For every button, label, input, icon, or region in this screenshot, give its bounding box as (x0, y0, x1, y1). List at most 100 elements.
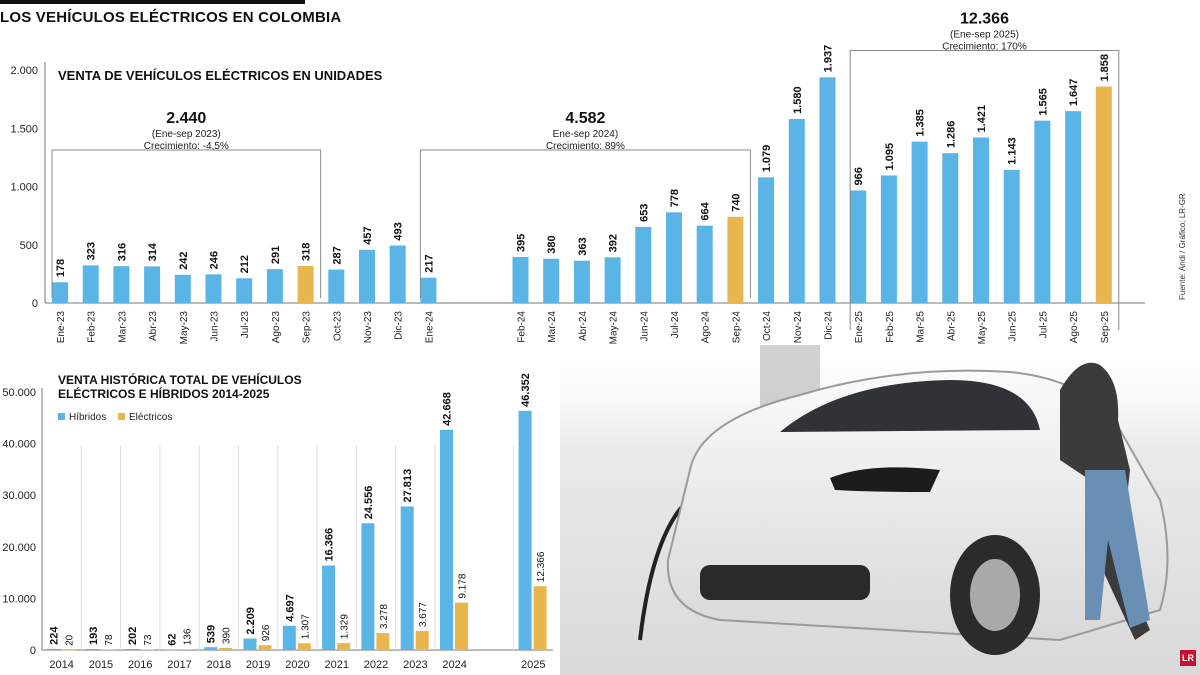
x-tick-label: Ago-23 (271, 311, 282, 344)
bar-value-label: 1.421 (976, 105, 988, 133)
bar (788, 118, 805, 304)
bar (666, 212, 682, 303)
bar-value-label: 395 (516, 234, 528, 252)
annotation-growth: Crecimiento: 89% (546, 141, 625, 152)
bar (973, 137, 989, 303)
x-tick-label: 2017 (167, 659, 191, 671)
bar (1034, 120, 1051, 304)
legend-label: Eléctricos (129, 412, 172, 423)
annotation-period: (Ene-sep 2023) (152, 129, 221, 140)
annotation-growth: Crecimiento: 170% (942, 42, 1027, 53)
bar (219, 647, 233, 650)
bar (455, 602, 468, 650)
bar (696, 225, 713, 303)
annotation-bracket (849, 50, 1120, 330)
chart-historical-sales: VENTA HISTÓRICA TOTAL DE VEHÍCULOS ELÉCTR… (2, 372, 553, 671)
bar-value-label: 2.209 (245, 607, 257, 635)
x-tick-label: Dic-24 (824, 311, 835, 340)
bar (440, 429, 453, 650)
bar-value-label: 62 (166, 633, 178, 645)
annotation-period: Ene-sep 2024) (553, 129, 619, 140)
bar-value-label: 1.385 (915, 109, 927, 137)
bar-value-label: 3.677 (418, 602, 429, 627)
bar-value-label: 1.565 (1037, 88, 1049, 116)
bar (850, 190, 867, 303)
bar (266, 269, 283, 303)
annotation-total: 4.582 (565, 110, 605, 127)
bar (328, 269, 345, 303)
bar (389, 245, 406, 303)
x-tick-label: Jun-24 (639, 311, 650, 342)
bar-value-label: 136 (182, 628, 193, 645)
annotation-growth: Crecimiento: -4,5% (144, 141, 229, 152)
chart-title-line: VENTA HISTÓRICA TOTAL DE VEHÍCULOS (58, 372, 302, 387)
y-tick-label: 10.000 (2, 593, 36, 605)
bar-value-label: 1.647 (1068, 79, 1080, 107)
chart-title: VENTA DE VEHÍCULOS ELÉCTRICOS EN UNIDADE… (58, 68, 383, 83)
bar (297, 643, 311, 650)
bar-value-label: 314 (147, 242, 159, 261)
bar-value-label: 27.813 (402, 469, 414, 503)
x-tick-label: Jun-23 (210, 311, 221, 342)
x-tick-label: Feb-23 (87, 311, 98, 343)
x-tick-label: Abr-24 (578, 311, 589, 341)
bar (1065, 111, 1082, 303)
bar (1095, 86, 1112, 303)
chart-title: VENTA HISTÓRICA TOTAL DE VEHÍCULOS ELÉCTR… (58, 372, 302, 401)
bar-value-label: 212 (239, 255, 251, 273)
bar-value-label: 316 (116, 243, 128, 261)
x-tick-label: Sep-23 (302, 311, 313, 344)
x-tick-label: Nov-24 (793, 311, 804, 344)
bar-value-label: 193 (88, 627, 100, 645)
bar (361, 523, 375, 650)
bar-value-label: 1.580 (792, 86, 804, 114)
bar-value-label: 42.668 (442, 392, 454, 426)
x-tick-label: Nov-23 (363, 311, 374, 344)
bar (125, 648, 139, 650)
headlight (830, 467, 940, 492)
car-windshield (780, 380, 1040, 432)
x-tick-label: May-23 (179, 311, 190, 345)
x-tick-label: Ago-25 (1069, 311, 1080, 344)
bar-value-label: 78 (104, 634, 115, 646)
bar (880, 175, 897, 303)
x-tick-label: Oct-23 (332, 311, 343, 341)
x-tick-label: Jul-24 (670, 311, 681, 339)
x-tick-label: Dic-23 (394, 311, 405, 340)
bar-value-label: 16.366 (324, 528, 336, 562)
bar-value-label: 178 (55, 259, 67, 277)
y-tick-label: 1.500 (10, 123, 38, 135)
y-tick-label: 30.000 (2, 490, 36, 502)
bar-value-label: 46.352 (520, 373, 532, 407)
bar (236, 278, 253, 303)
bar-value-label: 926 (261, 624, 272, 641)
x-tick-label: Abr-23 (148, 311, 159, 341)
x-tick-label: 2019 (246, 659, 270, 671)
annotation-total: 12.366 (960, 11, 1009, 28)
x-tick-label: Mar-23 (117, 311, 128, 343)
x-tick-label: Ene-24 (424, 311, 435, 344)
bar-value-label: 318 (301, 243, 313, 261)
x-tick-label: 2016 (128, 659, 152, 671)
x-tick-label: May-24 (609, 311, 620, 345)
bar-value-label: 242 (178, 251, 190, 269)
bar-value-label: 653 (638, 204, 650, 222)
x-tick-label: Abr-25 (946, 311, 957, 341)
bar (82, 265, 99, 303)
chart-monthly-ev-sales: VENTA DE VEHÍCULOS ELÉCTRICOS EN UNIDADE… (10, 11, 1145, 345)
x-tick-label: Ago-24 (701, 311, 712, 344)
bar (282, 625, 296, 650)
x-tick-label: Mar-25 (916, 311, 927, 343)
annotation-bracket (51, 149, 322, 298)
page-title: LOS VEHÍCULOS ELÉCTRICOS EN COLOMBIA (0, 9, 342, 26)
bar-value-label: 390 (222, 627, 233, 644)
x-tick-label: 2023 (403, 659, 427, 671)
bar (297, 265, 314, 303)
bar-value-label: 493 (393, 222, 405, 240)
bar (179, 649, 193, 650)
bar (376, 633, 390, 650)
bar (144, 266, 161, 303)
x-tick-label: May-25 (977, 311, 988, 345)
bar (359, 249, 375, 303)
